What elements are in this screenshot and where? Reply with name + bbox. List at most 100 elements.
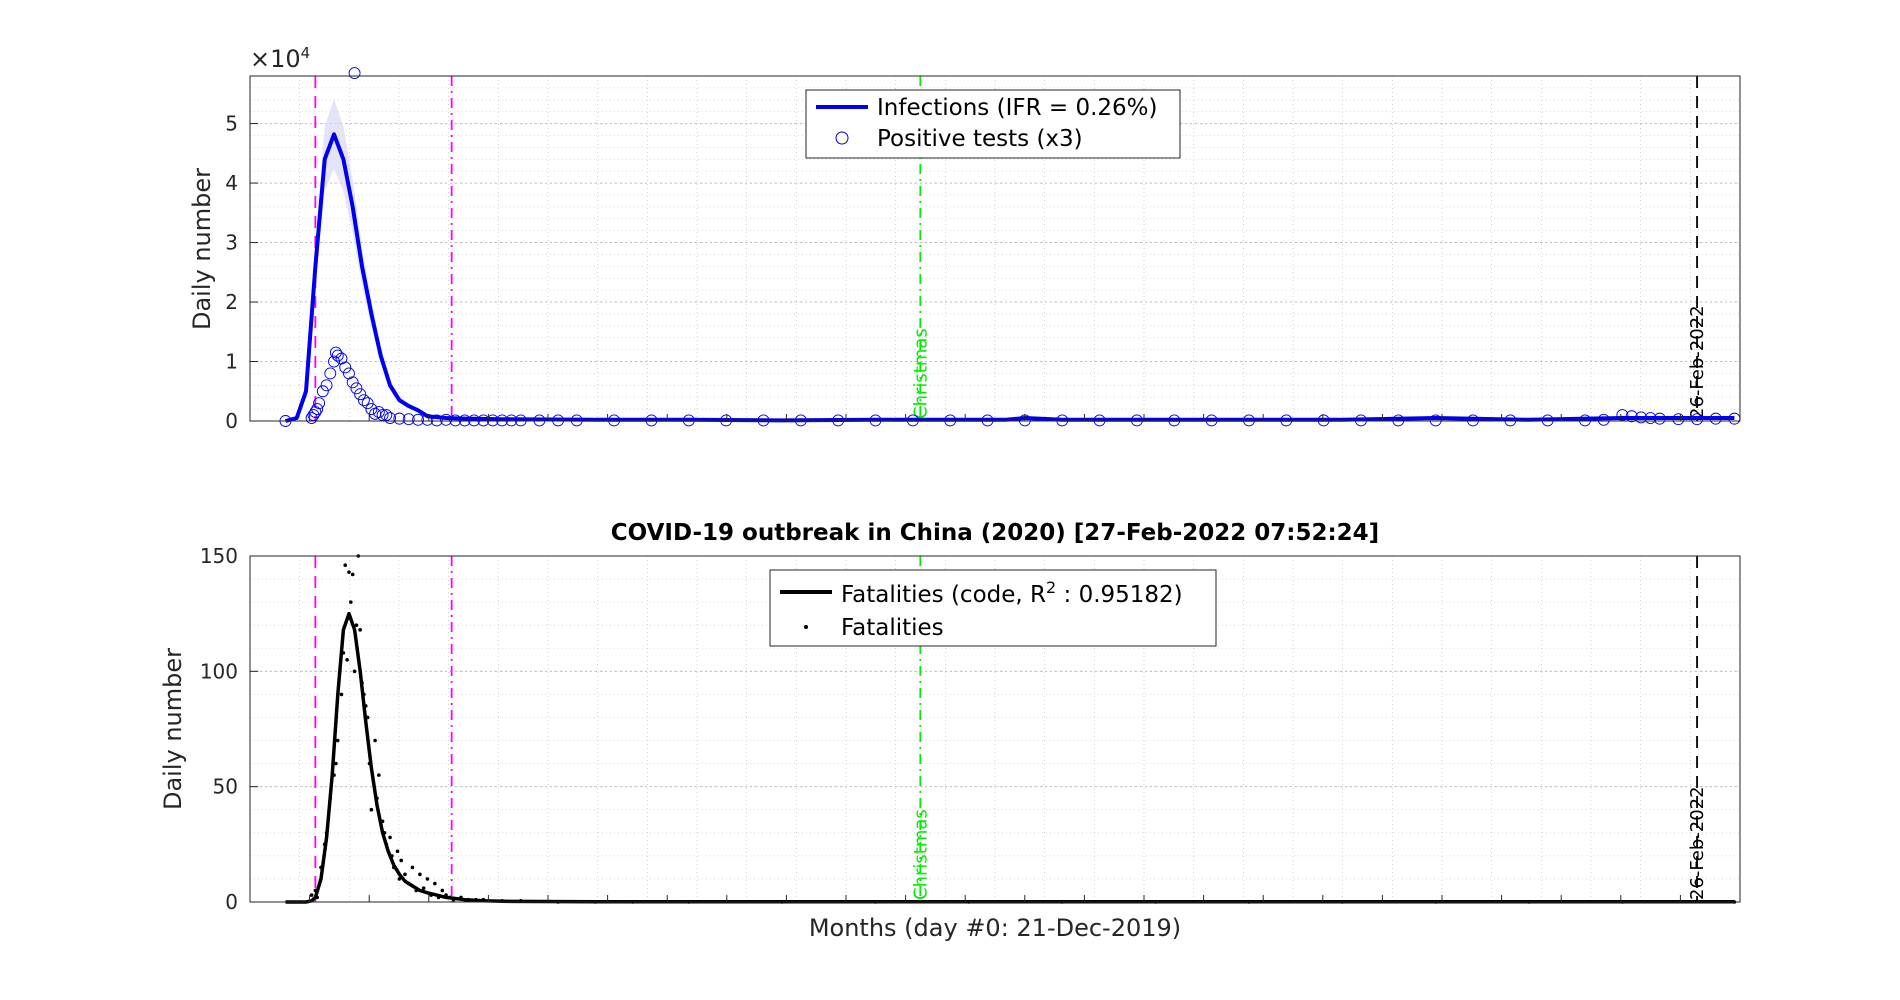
fatality-point <box>425 877 430 881</box>
fatality-point <box>360 681 364 685</box>
legend-swatch-positive-tests <box>835 131 849 145</box>
positive-test-point <box>496 414 509 427</box>
positive-test-point <box>1280 414 1293 427</box>
positive-test-point <box>449 414 462 427</box>
positive-test-point <box>869 414 882 427</box>
positive-test-point <box>324 367 337 380</box>
positive-test-point <box>1709 412 1722 425</box>
positive-test-point <box>1355 414 1367 427</box>
event-line-label: 26-Feb-2022 <box>1687 305 1708 419</box>
positive-test-point <box>328 355 340 368</box>
positive-test-point <box>361 397 374 410</box>
y-ticks-top: 0 1 2 3 4 5 <box>225 112 1741 433</box>
fatality-point <box>429 893 433 897</box>
positive-test-point <box>794 414 807 427</box>
legend-label-infections: Infections (IFR = 0.26%) <box>877 95 1158 121</box>
positive-test-point <box>305 412 318 424</box>
positive-test-point <box>505 414 518 427</box>
legend-box-bottom <box>769 569 1217 647</box>
positive-test-point <box>608 414 621 427</box>
event-lines-top: Christmas 26-Feb-2022 <box>314 76 1708 421</box>
positive-test-point <box>440 413 453 426</box>
event-lines-bottom: Christmas 26-Feb-2022 <box>314 556 1708 902</box>
y-tick-label: 100 <box>200 659 238 683</box>
y-tick-label: 5 <box>225 112 238 136</box>
fatality-point <box>397 877 402 881</box>
series-top <box>279 67 1741 427</box>
positive-test-point <box>1317 414 1330 427</box>
fatality-point <box>363 704 368 708</box>
positive-test-point <box>458 414 471 427</box>
fatality-point <box>399 858 404 863</box>
legend-label-positive-tests: Positive tests (x3) <box>877 126 1083 152</box>
fatality-point <box>313 888 318 893</box>
positive-test-point <box>1205 414 1218 427</box>
y-tick-label: 150 <box>200 544 238 568</box>
positive-test-point <box>468 414 481 427</box>
fatality-point <box>440 888 445 893</box>
event-line-label: Christmas <box>910 809 931 900</box>
fatality-point <box>388 835 392 840</box>
legend-label-fatalities: Fatalities <box>841 615 944 641</box>
event-line-label: Christmas <box>910 328 931 419</box>
legend-box-top <box>805 89 1181 159</box>
fatality-point <box>410 865 415 870</box>
fatality-point <box>421 886 426 890</box>
y-tick-label: 3 <box>225 231 238 255</box>
positive-test-point <box>350 382 363 395</box>
positive-test-point <box>339 361 352 374</box>
fatality-point <box>459 895 463 900</box>
y-tick-label: 1 <box>225 350 238 374</box>
fatality-point <box>403 872 407 877</box>
fatality-point <box>390 854 394 858</box>
positive-test-point <box>832 414 845 427</box>
legend-bottom: Fatalities (code, R2 : 0.95182) Fataliti… <box>769 569 1217 647</box>
positive-test-point <box>348 67 361 79</box>
positive-test-point <box>1056 414 1069 427</box>
fatality-point <box>375 796 379 800</box>
positive-test-point <box>486 414 499 427</box>
y-tick-label: 0 <box>225 890 238 914</box>
positive-test-point <box>430 414 443 427</box>
legend-label-fatality-fit: Fatalities (code, R2 : 0.95182) <box>841 578 1183 608</box>
fatality-point <box>433 881 437 886</box>
positive-test-point <box>393 412 406 425</box>
positive-test-point <box>1467 414 1479 427</box>
fatality-point <box>315 895 320 900</box>
positive-test-point <box>1541 414 1554 427</box>
positive-test-point <box>1625 410 1638 423</box>
fatality-point <box>382 831 387 835</box>
positive-test-point <box>1672 413 1685 426</box>
fatality-point <box>365 715 370 720</box>
fatality-point <box>347 570 351 574</box>
positive-test-point <box>645 414 658 427</box>
positive-test-point <box>412 413 424 426</box>
infections-panel: Christmas 26-Feb-2022 0 1 2 3 4 5 ×104 Daily n… <box>188 44 1741 433</box>
positive-test-point <box>552 414 565 427</box>
positive-test-point <box>402 413 415 426</box>
fatality-point <box>322 842 327 847</box>
positive-test-point <box>354 388 367 401</box>
positive-test-point <box>570 414 583 427</box>
positive-test-point <box>1579 414 1591 427</box>
positive-test-point <box>533 414 546 427</box>
y-tick-label: 50 <box>213 775 238 799</box>
fatality-point <box>352 669 357 674</box>
positive-test-point <box>316 385 329 398</box>
fatality-point <box>418 872 422 877</box>
positive-test-point <box>720 414 733 427</box>
fatality-point <box>369 807 374 812</box>
fatality-point <box>335 738 340 743</box>
fatality-point <box>373 738 377 743</box>
positive-test-point <box>346 376 359 389</box>
fatality-point <box>451 897 456 902</box>
positive-test-point <box>1691 413 1704 426</box>
axes-box-bottom <box>249 555 1741 903</box>
fatality-point <box>341 651 346 655</box>
positive-test-point <box>331 349 344 362</box>
y-multiplier-top: ×104 <box>250 44 310 73</box>
positive-test-point <box>981 414 994 427</box>
positive-test-point <box>906 414 919 427</box>
positive-test-point <box>384 412 396 424</box>
